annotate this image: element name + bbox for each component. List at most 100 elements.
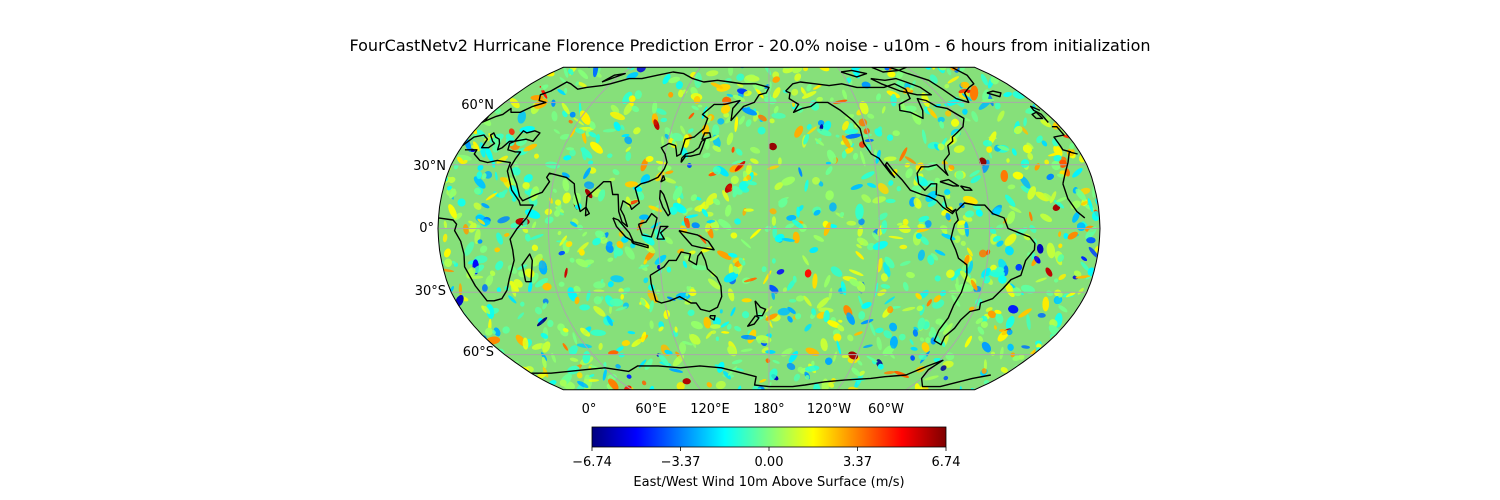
- error-blob: [736, 73, 745, 82]
- error-blob: [927, 199, 937, 207]
- error-blob: [713, 59, 724, 67]
- error-blob: [1086, 89, 1091, 100]
- error-blob: [1046, 371, 1055, 379]
- error-blob: [569, 111, 576, 118]
- error-blob: [806, 123, 812, 130]
- error-blob: [1088, 125, 1095, 130]
- error-blob: [444, 386, 453, 390]
- error-blob: [1076, 113, 1085, 120]
- error-blob: [674, 326, 678, 333]
- error-blob: [588, 160, 594, 165]
- error-blob: [445, 146, 453, 160]
- error-blob: [1012, 171, 1024, 180]
- error-blob: [813, 391, 822, 399]
- error-blob: [786, 362, 796, 370]
- error-blob: [553, 129, 560, 134]
- error-blob: [833, 351, 837, 362]
- error-blob: [473, 202, 482, 210]
- error-blob: [1082, 351, 1088, 355]
- error-blob: [1086, 290, 1100, 298]
- error-blob: [534, 67, 543, 69]
- error-blob: [540, 333, 549, 339]
- error-blob: [1021, 72, 1029, 77]
- error-blob: [697, 104, 703, 108]
- error-blob: [720, 321, 730, 328]
- error-blob: [675, 81, 683, 90]
- error-blob: [970, 175, 981, 184]
- error-blob: [812, 273, 818, 289]
- error-blob: [481, 385, 486, 390]
- error-blob: [527, 77, 533, 83]
- lon-label-60e: 60°E: [635, 402, 666, 417]
- error-blob: [962, 391, 967, 402]
- error-blob: [441, 328, 450, 337]
- error-blob: [615, 306, 628, 311]
- error-blob: [706, 70, 719, 77]
- error-blob: [873, 54, 885, 69]
- error-blob: [620, 287, 631, 295]
- error-blob: [1081, 347, 1086, 362]
- error-blob: [470, 373, 477, 384]
- error-blob: [915, 385, 924, 390]
- error-blob: [1057, 69, 1069, 73]
- error-blob: [438, 125, 445, 134]
- error-blob: [448, 305, 454, 320]
- error-blob: [474, 187, 481, 195]
- error-blob: [483, 76, 492, 86]
- error-blob: [1070, 79, 1083, 85]
- error-blob: [872, 196, 886, 204]
- error-blob: [1065, 382, 1076, 390]
- error-blob: [1068, 369, 1078, 380]
- error-blob: [482, 91, 491, 97]
- error-blob: [1077, 287, 1084, 295]
- error-blob: [918, 215, 930, 222]
- error-blob: [567, 365, 580, 375]
- error-blob: [740, 348, 753, 352]
- error-blob: [885, 198, 896, 204]
- error-blob: [494, 371, 507, 381]
- error-blob: [804, 323, 812, 332]
- error-blob: [569, 127, 577, 138]
- error-blob: [896, 186, 902, 192]
- error-blob: [959, 67, 966, 73]
- error-blob: [749, 146, 761, 154]
- error-blob: [934, 249, 946, 256]
- error-blob: [451, 373, 458, 382]
- error-blob: [1044, 159, 1050, 165]
- error-blob: [919, 304, 925, 316]
- error-blob: [568, 120, 573, 124]
- error-blob: [826, 63, 838, 66]
- error-blob: [515, 60, 522, 68]
- colorbar-label: East/West Wind 10m Above Surface (m/s): [633, 475, 904, 490]
- error-blob: [589, 374, 595, 378]
- error-blob: [446, 295, 453, 308]
- error-blob: [997, 110, 1005, 122]
- error-blob: [575, 81, 579, 86]
- error-blob: [750, 57, 760, 66]
- error-blob: [551, 392, 558, 402]
- error-blob: [531, 221, 537, 230]
- error-blob: [771, 216, 777, 226]
- error-blob: [1023, 117, 1027, 127]
- error-blob: [526, 384, 533, 390]
- error-blob: [955, 170, 964, 180]
- error-blob: [598, 342, 603, 351]
- error-blob: [658, 353, 670, 367]
- error-blob: [490, 367, 499, 378]
- error-blob: [877, 183, 889, 195]
- error-blob: [962, 108, 968, 115]
- error-blob: [869, 322, 876, 336]
- error-blob: [438, 129, 441, 135]
- error-blob: [1000, 170, 1009, 182]
- error-blob: [823, 391, 830, 398]
- error-blob: [1086, 89, 1091, 100]
- error-blob: [463, 224, 469, 235]
- error-blob: [1043, 371, 1050, 377]
- error-blob: [1028, 84, 1041, 95]
- error-blob: [776, 269, 785, 275]
- error-blob: [552, 188, 557, 193]
- error-blob: [1061, 98, 1072, 105]
- error-blob: [460, 384, 465, 390]
- error-blob: [717, 250, 732, 260]
- error-blob: [453, 69, 458, 85]
